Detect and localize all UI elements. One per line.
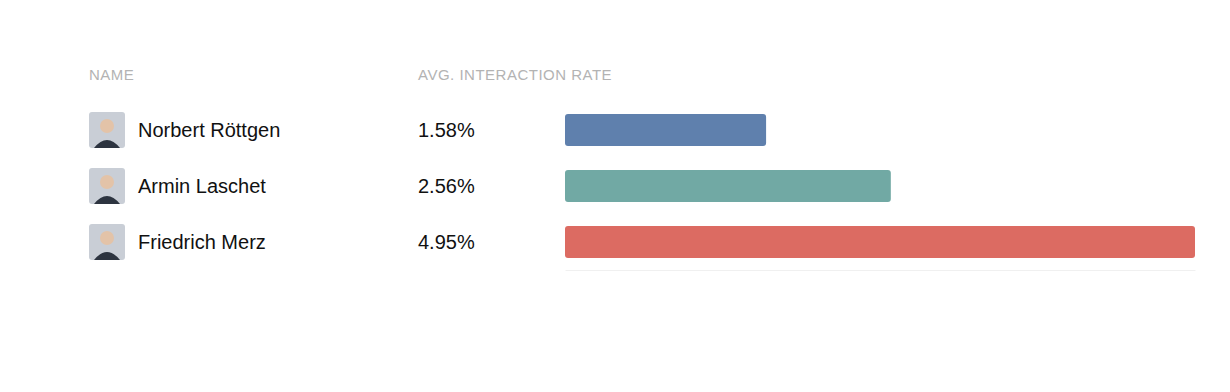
bar	[565, 170, 891, 202]
avatar-head	[100, 119, 114, 133]
data-label: 1.58%	[418, 119, 475, 141]
avatar-bg	[89, 224, 125, 260]
column-header: AVG. INTERACTION RATE	[418, 66, 612, 83]
category-labels: Norbert Röttgen Armin Laschet Friedrich Me…	[138, 119, 280, 253]
category-label: Norbert Röttgen	[138, 119, 280, 141]
category-label: Friedrich Merz	[138, 231, 266, 253]
avatar-body	[94, 140, 120, 148]
bar	[565, 114, 766, 146]
avatar	[89, 168, 125, 204]
avatar	[89, 112, 125, 148]
avatars	[89, 112, 125, 260]
axis-line	[566, 270, 1196, 271]
column-header: NAME	[89, 66, 134, 83]
avatar-body	[94, 252, 120, 260]
avatar-bg	[89, 112, 125, 148]
avatar-body	[94, 196, 120, 204]
avatar-head	[100, 175, 114, 189]
bars	[565, 114, 1195, 258]
data-label: 2.56%	[418, 175, 475, 197]
data-label: 4.95%	[418, 231, 475, 253]
avatar-bg	[89, 168, 125, 204]
chart: NAME AVG. INTERACTION RATE Norbert Röttgen…	[0, 0, 1230, 392]
category-label: Armin Laschet	[138, 175, 266, 197]
data-labels: 1.58% 2.56% 4.95%	[418, 119, 475, 253]
bar	[565, 226, 1195, 258]
x-axis	[566, 270, 1196, 271]
avatar	[89, 224, 125, 260]
avatar-head	[100, 231, 114, 245]
